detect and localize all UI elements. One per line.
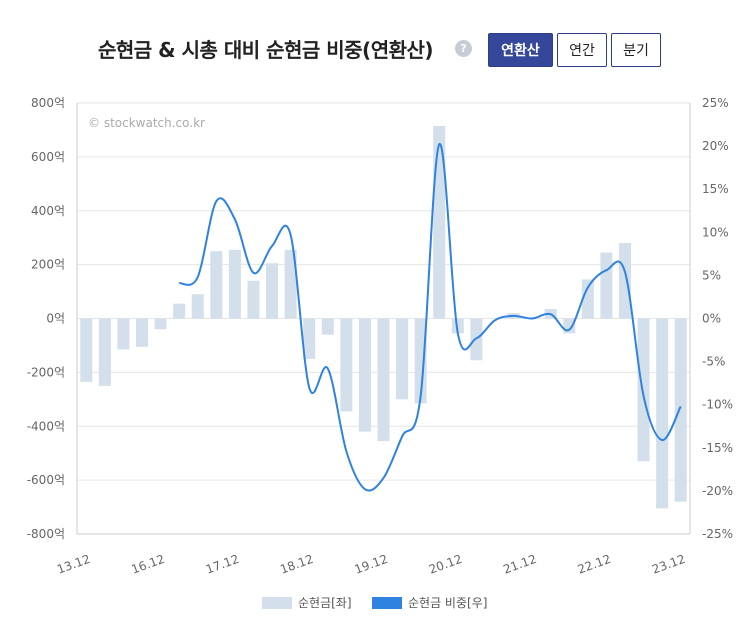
bar bbox=[637, 318, 650, 462]
y-right-tick-label: -20% bbox=[702, 484, 733, 498]
y-left-tick-label: 600억 bbox=[31, 150, 65, 164]
y-right-tick-label: 10% bbox=[702, 225, 729, 239]
tab-annualized[interactable]: 연환산 bbox=[488, 33, 553, 67]
legend-label-net-cash: 순현금[좌] bbox=[298, 596, 352, 610]
y-right-tick-label: 5% bbox=[702, 268, 721, 282]
bar bbox=[396, 318, 409, 400]
bar bbox=[228, 249, 241, 319]
y-left-tick-label: -200억 bbox=[27, 365, 65, 379]
bar bbox=[80, 318, 93, 382]
chart-header: 순현금 & 시총 대비 순현금 비중(연환산) ? 연환산 연간 분기 bbox=[0, 30, 748, 74]
help-icon[interactable]: ? bbox=[455, 40, 472, 57]
y-right-tick-label: -15% bbox=[702, 441, 733, 455]
bar bbox=[284, 249, 297, 319]
bar bbox=[377, 318, 390, 442]
x-tick-label: 21.12 bbox=[501, 552, 538, 577]
y-left-tick-label: -400억 bbox=[27, 419, 65, 433]
x-tick-label: 13.12 bbox=[55, 552, 92, 577]
bar bbox=[321, 318, 334, 335]
y-left-tick-label: -800억 bbox=[27, 527, 65, 541]
y-left-tick-label: 800억 bbox=[31, 96, 65, 110]
bar bbox=[618, 243, 631, 319]
y-left-tick-label: 0억 bbox=[46, 312, 65, 326]
bar bbox=[581, 279, 594, 319]
x-tick-label: 20.12 bbox=[427, 552, 464, 577]
bar bbox=[674, 318, 687, 502]
tab-yearly[interactable]: 연간 bbox=[557, 33, 607, 67]
y-right-tick-label: -25% bbox=[702, 527, 733, 541]
ratio-line bbox=[178, 143, 682, 492]
bar bbox=[303, 318, 316, 359]
bar bbox=[191, 294, 204, 319]
legend-swatch-line bbox=[372, 596, 402, 609]
bar bbox=[600, 252, 613, 319]
x-tick-label: 19.12 bbox=[353, 552, 390, 577]
x-tick-label: 16.12 bbox=[129, 552, 166, 577]
legend-swatch-bar bbox=[262, 596, 292, 609]
y-left-tick-label: 200억 bbox=[31, 258, 65, 272]
bar bbox=[414, 318, 427, 404]
bar bbox=[136, 318, 149, 347]
y-right-tick-label: -10% bbox=[702, 398, 733, 412]
legend-item-net-cash[interactable]: 순현금[좌] bbox=[262, 594, 352, 611]
legend-label-ratio: 순현금 비중[우] bbox=[408, 596, 488, 610]
watermark: © stockwatch.co.kr bbox=[88, 116, 205, 130]
chart-title: 순현금 & 시총 대비 순현금 비중(연환산) bbox=[98, 38, 434, 62]
legend: 순현금[좌] 순현금 비중[우] bbox=[0, 594, 748, 614]
tab-quarterly[interactable]: 분기 bbox=[611, 33, 661, 67]
bar bbox=[154, 318, 167, 330]
chart-area: 800억 600억 400억 200억 0억 -200억 -400억 -600억 -800억 25… bbox=[27, 96, 733, 577]
bar bbox=[451, 318, 464, 334]
legend-item-ratio[interactable]: 순현금 비중[우] bbox=[372, 594, 487, 611]
x-tick-label: 17.12 bbox=[204, 552, 241, 577]
bar bbox=[358, 318, 371, 432]
y-left-tick-label: -600억 bbox=[27, 473, 65, 487]
y-right-tick-label: 20% bbox=[702, 139, 729, 153]
x-tick-label: 18.12 bbox=[278, 552, 315, 577]
y-right-tick-label: 0% bbox=[702, 312, 721, 326]
x-tick-label: 23.12 bbox=[650, 552, 687, 577]
bar bbox=[340, 318, 353, 412]
y-right-tick-label: 15% bbox=[702, 182, 729, 196]
bar bbox=[173, 303, 186, 319]
y-left-tick-label: 400억 bbox=[31, 204, 65, 218]
bar bbox=[563, 318, 576, 334]
y-right-tick-label: 25% bbox=[702, 96, 729, 110]
bar bbox=[266, 263, 279, 319]
bar bbox=[117, 318, 130, 350]
bar bbox=[210, 251, 223, 319]
bar bbox=[656, 318, 669, 509]
y-right-tick-label: -5% bbox=[702, 355, 725, 369]
bar bbox=[247, 280, 260, 319]
bar bbox=[98, 318, 111, 386]
x-tick-label: 22.12 bbox=[576, 552, 613, 577]
